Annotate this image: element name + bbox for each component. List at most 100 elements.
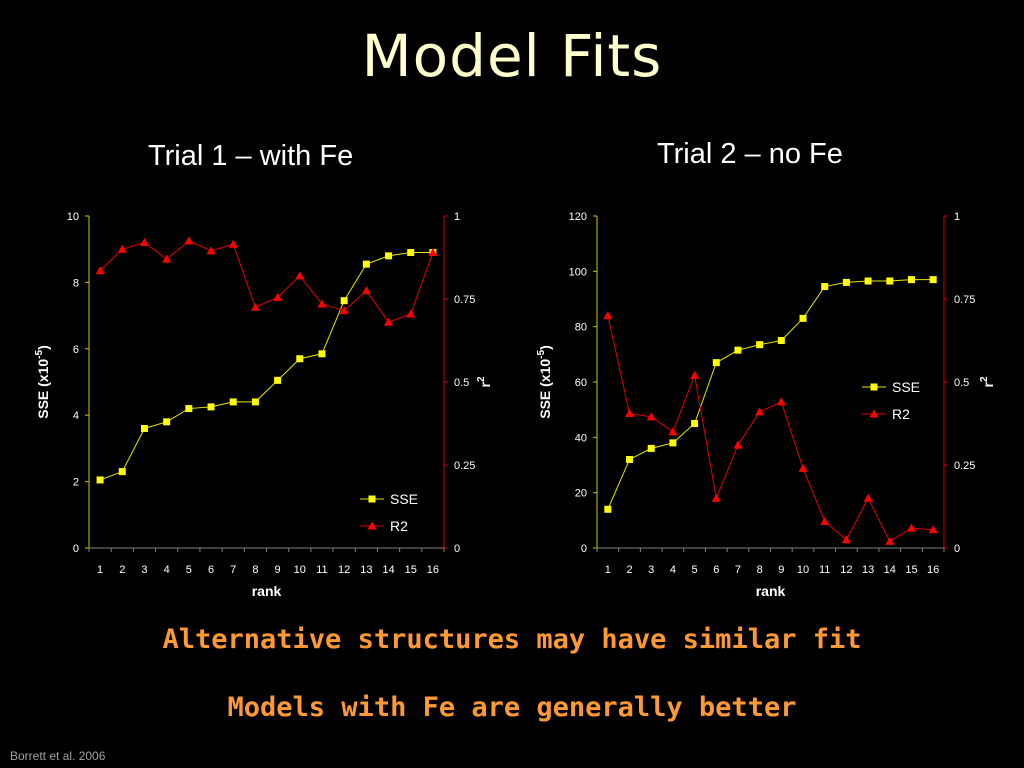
chart-2-r2-point (820, 516, 830, 525)
chart-2-r2-point (603, 311, 613, 320)
chart-1-left-tick-label: 2 (73, 477, 79, 489)
chart-1-left-tick-label: 4 (73, 410, 79, 422)
chart-1-r2-point (317, 299, 327, 308)
chart-1-y2-axis-label: r2 (476, 376, 493, 387)
chart-1-x-tick-label: 16 (427, 564, 439, 576)
chart-1-x-tick-label: 15 (405, 564, 417, 576)
chart-2-legend-marker (870, 383, 878, 391)
chart-1-sse-point (163, 418, 171, 426)
chart-2-x-tick-label: 12 (840, 564, 852, 576)
chart-2-x-tick-label: 5 (692, 564, 698, 576)
chart-1-x-tick-label: 13 (360, 564, 372, 576)
chart-2-x-tick-label: 15 (905, 564, 917, 576)
chart-2-left-tick-label: 80 (575, 322, 587, 334)
chart-2-x-tick-label: 7 (735, 564, 741, 576)
chart-1-r2-point (384, 317, 394, 326)
chart-2-left-tick-label: 0 (581, 543, 587, 555)
chart-1-sse-point (318, 350, 326, 358)
chart-2-left-tick-label: 60 (575, 377, 587, 389)
chart-2-sse-point (799, 314, 807, 322)
chart-2-r2-point (625, 409, 635, 418)
chart-1-x-tick-label: 4 (164, 564, 170, 576)
chart-1-sse-point (362, 260, 370, 268)
chart-1-sse-point (185, 405, 193, 413)
chart-1-sse-point (340, 297, 348, 305)
chart-1-r2-point (162, 254, 172, 263)
chart-1-series-r2-line (99, 240, 434, 323)
chart-2-x-tick-label: 6 (713, 564, 719, 576)
chart-1-right-tick-label: 0.75 (454, 294, 475, 306)
chart-2-series-r2-line (607, 315, 934, 543)
chart-2-series-sse-line (607, 279, 934, 510)
chart-1-legend-label: R2 (390, 518, 408, 534)
chart-1-x-tick-label: 10 (294, 564, 306, 576)
chart-1-r2-point (250, 302, 260, 311)
chart-2-left-tick-label: 100 (569, 266, 587, 278)
chart-1-sse-point (140, 424, 148, 432)
chart-1-x-tick-label: 14 (382, 564, 394, 576)
chart-1-r2-point (206, 246, 216, 255)
chart-1-r2-point (361, 286, 371, 295)
chart-2-r2-point (776, 397, 786, 406)
chart-2-r2-point (841, 535, 851, 544)
chart-2-r2-point (885, 536, 895, 545)
chart-2-x-tick-label: 11 (819, 564, 830, 576)
chart-1-legend-label: SSE (390, 491, 418, 507)
chart-1-r2-point (95, 266, 105, 275)
chart-1-left-tick-label: 0 (73, 543, 79, 555)
chart-2-sse-point (907, 276, 915, 284)
chart-1-left-tick-label: 6 (73, 344, 79, 356)
chart-2-right-tick-label: 0.75 (954, 294, 975, 306)
chart-1-sse-point (296, 355, 304, 363)
chart-1-right-tick-label: 1 (454, 211, 460, 223)
chart-2-sse-point (604, 505, 612, 513)
chart-1-x-axis-label: rank (252, 583, 282, 599)
chart-1-sse-point (207, 403, 215, 411)
chart-1-right-tick-label: 0 (454, 543, 460, 555)
chart-1-r2-point (139, 238, 149, 247)
chart-2-r2-point (733, 440, 743, 449)
chart-1-legend-marker (367, 521, 377, 530)
chart-1-r2-point (273, 292, 283, 301)
chart-1-x-tick-label: 11 (316, 564, 327, 576)
chart-1-x-tick-label: 5 (186, 564, 192, 576)
chart-2-r2-point (928, 525, 938, 534)
chart-2-sse-point (842, 278, 850, 286)
chart-1-x-tick-label: 12 (338, 564, 350, 576)
chart-2-right-tick-label: 0.25 (954, 460, 975, 472)
chart-1-right-tick-label: 0.5 (454, 377, 469, 389)
chart-2-r2-point (646, 412, 656, 421)
chart-2-sse-point (821, 283, 829, 291)
chart-2-r2-point (755, 407, 765, 416)
chart-2-x-tick-label: 8 (757, 564, 763, 576)
chart-2-right-tick-label: 1 (954, 211, 960, 223)
chart-1-left-tick-label: 8 (73, 277, 79, 289)
citation: Borrett et al. 2006 (10, 749, 106, 763)
chart-1-x-tick-label: 8 (252, 564, 258, 576)
chart-1-sse-point (251, 398, 259, 406)
chart-2-sse-point (734, 346, 742, 354)
chart-1-r2-point (184, 236, 194, 245)
chart-1-x-tick-label: 6 (208, 564, 214, 576)
chart-2-sse-point (626, 455, 634, 463)
chart-1-sse-point (429, 249, 437, 257)
chart-2-sse-point (647, 444, 655, 452)
chart-2-x-tick-label: 16 (927, 564, 939, 576)
chart-2-legend-marker (869, 409, 879, 418)
chart-2-left-tick-label: 120 (569, 211, 587, 223)
chart-1-x-tick-label: 3 (141, 564, 147, 576)
caption-alternative-structures: Alternative structures may have similar … (162, 624, 862, 655)
chart-2-r2-point (863, 493, 873, 502)
chart-1-sse-point (407, 249, 415, 257)
chart-1-x-tick-label: 7 (230, 564, 236, 576)
chart-2-x-tick-label: 13 (862, 564, 874, 576)
chart-1-sse-point (385, 252, 393, 260)
chart-1-sse-point (229, 398, 237, 406)
chart-2-r2-point (798, 463, 808, 472)
chart-2-x-tick-label: 2 (626, 564, 632, 576)
chart-2-sse-point (756, 341, 764, 349)
chart-1-left-tick-label: 10 (67, 211, 79, 223)
chart-2-left-tick-label: 20 (575, 488, 587, 500)
chart-2-legend-label: R2 (892, 406, 910, 422)
chart-2-legend-label: SSE (892, 379, 920, 395)
